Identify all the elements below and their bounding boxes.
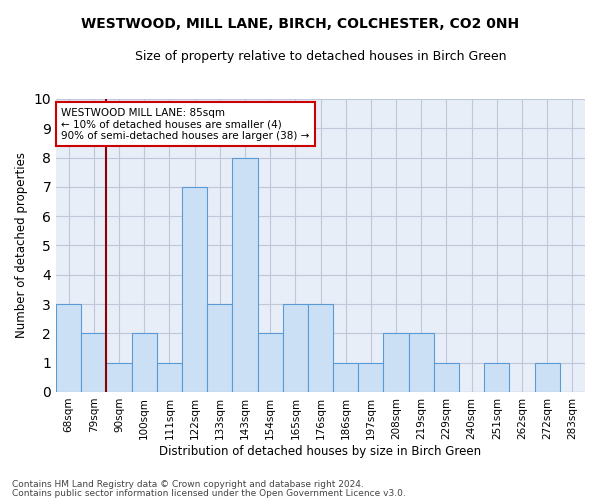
- Bar: [106, 362, 131, 392]
- Bar: [182, 187, 207, 392]
- Bar: [409, 334, 434, 392]
- Y-axis label: Number of detached properties: Number of detached properties: [15, 152, 28, 338]
- Text: WESTWOOD MILL LANE: 85sqm
← 10% of detached houses are smaller (4)
90% of semi-d: WESTWOOD MILL LANE: 85sqm ← 10% of detac…: [61, 108, 310, 141]
- X-axis label: Distribution of detached houses by size in Birch Green: Distribution of detached houses by size …: [160, 444, 482, 458]
- Bar: [434, 362, 459, 392]
- Text: Contains public sector information licensed under the Open Government Licence v3: Contains public sector information licen…: [12, 488, 406, 498]
- Bar: [207, 304, 232, 392]
- Bar: [333, 362, 358, 392]
- Bar: [535, 362, 560, 392]
- Bar: [232, 158, 257, 392]
- Bar: [56, 304, 81, 392]
- Title: Size of property relative to detached houses in Birch Green: Size of property relative to detached ho…: [135, 50, 506, 63]
- Text: Contains HM Land Registry data © Crown copyright and database right 2024.: Contains HM Land Registry data © Crown c…: [12, 480, 364, 489]
- Bar: [81, 334, 106, 392]
- Bar: [383, 334, 409, 392]
- Bar: [358, 362, 383, 392]
- Text: WESTWOOD, MILL LANE, BIRCH, COLCHESTER, CO2 0NH: WESTWOOD, MILL LANE, BIRCH, COLCHESTER, …: [81, 18, 519, 32]
- Bar: [308, 304, 333, 392]
- Bar: [283, 304, 308, 392]
- Bar: [257, 334, 283, 392]
- Bar: [131, 334, 157, 392]
- Bar: [157, 362, 182, 392]
- Bar: [484, 362, 509, 392]
